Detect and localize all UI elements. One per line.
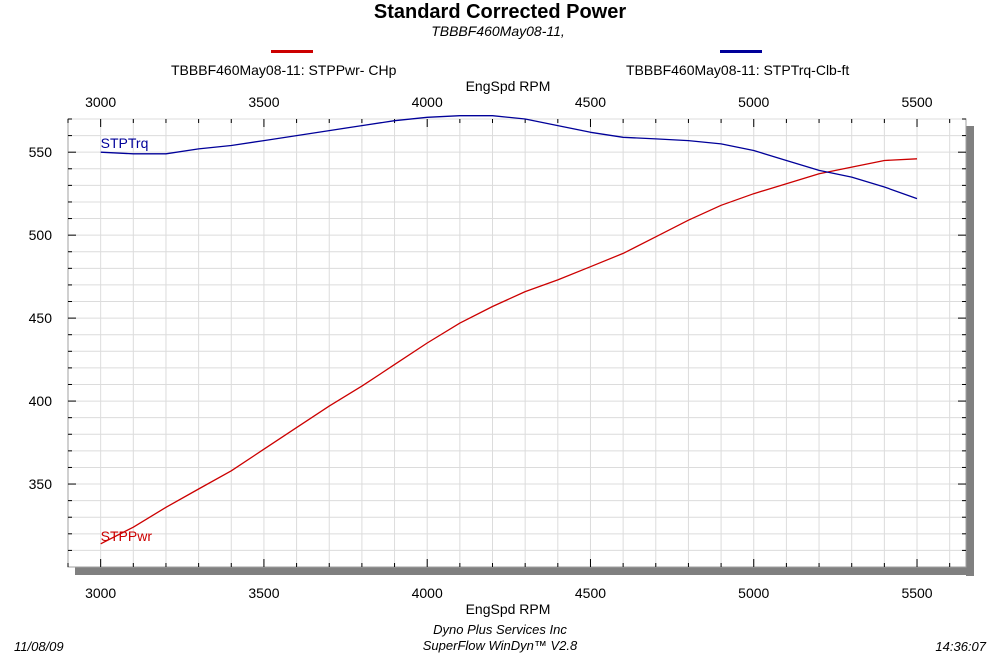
series-line-stptrq [100,115,918,200]
x-tick-label-bottom: 3500 [248,585,279,601]
plot-frame [67,118,967,568]
legend-label-torque: TBBBF460May08-11: STPTrq-Clb-ft [626,62,850,78]
x-tick-label-top: 4000 [412,94,443,110]
x-tick-label-top: 3000 [85,94,116,110]
y-tick-label: 500 [29,227,53,243]
x-tick-label-bottom: 5000 [738,585,769,601]
x-tick-label-bottom: 4000 [412,585,443,601]
plot-shadow-bottom [75,567,974,575]
series-layer [100,115,918,545]
plot-shadow [75,126,974,576]
minor-ticks [67,118,966,567]
x-tick-label-top: 3500 [248,94,279,110]
tick-labels: 3000 3000 3500 3500 4000 4000 4500 4500 5000 5000… [29,94,933,601]
x-tick-label-bottom: 3000 [85,585,116,601]
x-tick-label-top: 5500 [901,94,932,110]
footer-date: 11/08/09 [14,639,64,654]
x-tick-label-bottom: 5500 [901,585,932,601]
x-tick-label-top: 4500 [575,94,606,110]
y-tick-label: 400 [29,393,53,409]
x-tick-label-bottom: 4500 [575,585,606,601]
x-axis-title-bottom: EngSpd RPM [465,601,551,617]
y-tick-label: 450 [29,310,53,326]
plot-shadow-right [966,126,974,576]
footer-time: 14:36:07 [935,639,986,654]
x-tick-label-top: 5000 [738,94,769,110]
legend-label-power: TBBBF460May08-11: STPPwr- CHp [171,62,397,78]
series-label-stptrq: STPTrq [101,135,149,151]
chart-title: Standard Corrected Power [373,1,627,23]
legend-swatch-power [271,50,313,53]
series-labels: STPPwr STPTrq [101,135,153,544]
y-tick-label: 350 [29,476,53,492]
legend-swatch-torque [720,50,762,53]
footer-company: Dyno Plus Services Inc [433,622,567,637]
x-axis-title-top: EngSpd RPM [465,78,551,94]
series-label-stppwr: STPPwr [101,528,153,544]
footer-software: SuperFlow WinDyn™ V2.8 [422,638,578,653]
plot-area [67,118,967,568]
chart-subtitle: TBBBF460May08-11, [431,23,565,39]
y-tick-label: 550 [29,144,53,160]
series-line-stppwr [100,158,918,545]
